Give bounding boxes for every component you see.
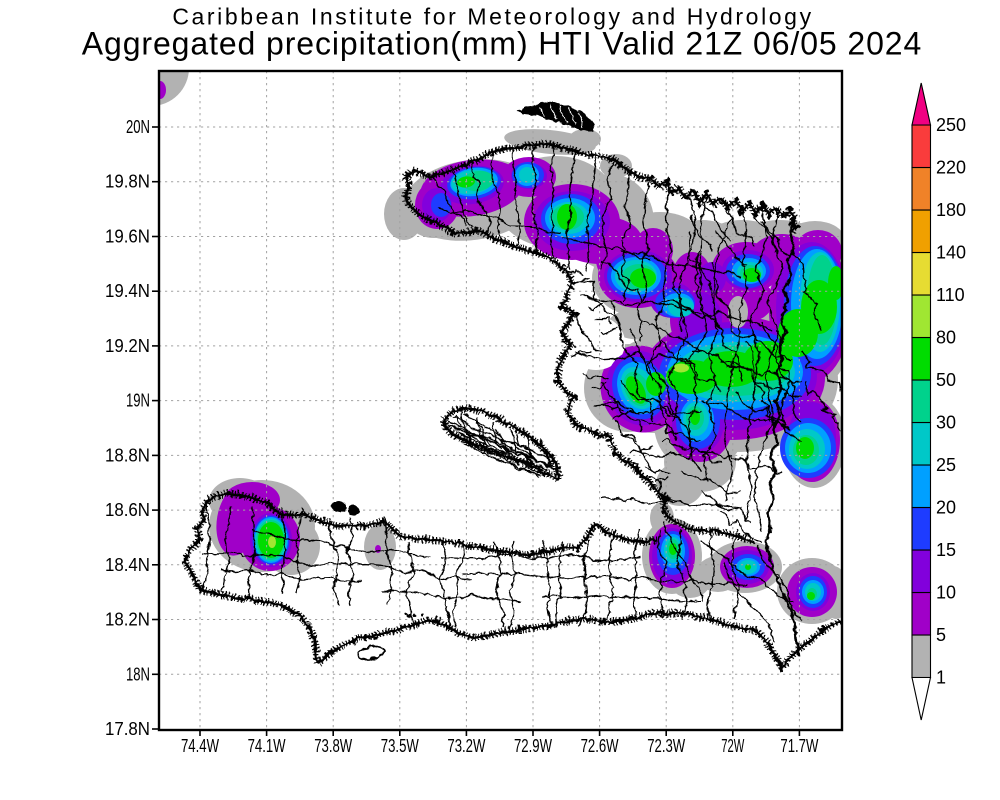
svg-text:15: 15: [936, 540, 956, 560]
svg-text:18.4N: 18.4N: [105, 555, 150, 575]
svg-text:20N: 20N: [126, 117, 150, 137]
svg-text:18.6N: 18.6N: [105, 500, 150, 520]
svg-text:10: 10: [936, 583, 956, 603]
svg-text:19.6N: 19.6N: [105, 227, 150, 247]
svg-text:74.4W: 74.4W: [181, 736, 219, 756]
svg-text:17.8N: 17.8N: [105, 719, 150, 739]
svg-text:72.3W: 72.3W: [647, 736, 685, 756]
svg-text:19.4N: 19.4N: [105, 281, 150, 301]
svg-text:73.2W: 73.2W: [447, 736, 485, 756]
svg-text:72.9W: 72.9W: [514, 736, 552, 756]
svg-text:71.7W: 71.7W: [780, 736, 818, 756]
svg-text:1: 1: [936, 668, 946, 688]
svg-text:19.8N: 19.8N: [105, 172, 150, 192]
svg-text:50: 50: [936, 370, 956, 390]
svg-text:220: 220: [936, 158, 966, 178]
svg-text:19.2N: 19.2N: [105, 336, 150, 356]
svg-text:72W: 72W: [721, 736, 744, 756]
svg-text:20: 20: [936, 498, 956, 518]
svg-text:72.6W: 72.6W: [581, 736, 619, 756]
svg-text:250: 250: [936, 115, 966, 135]
svg-text:140: 140: [936, 243, 966, 263]
svg-text:19N: 19N: [126, 391, 150, 411]
svg-text:18.2N: 18.2N: [105, 610, 150, 630]
svg-text:Aggregated precipitation(mm) H: Aggregated precipitation(mm) HTI Valid 2…: [82, 26, 922, 62]
svg-text:25: 25: [936, 455, 956, 475]
svg-text:18.8N: 18.8N: [105, 445, 150, 465]
svg-text:30: 30: [936, 413, 956, 433]
svg-text:Caribbean Institute for Meteor: Caribbean Institute for Meteorology and …: [172, 4, 813, 30]
svg-text:18N: 18N: [126, 664, 150, 684]
svg-text:73.5W: 73.5W: [381, 736, 419, 756]
svg-text:5: 5: [936, 625, 946, 645]
svg-text:74.1W: 74.1W: [248, 736, 286, 756]
svg-text:73.8W: 73.8W: [314, 736, 352, 756]
svg-text:80: 80: [936, 328, 956, 348]
svg-text:110: 110: [936, 285, 965, 305]
svg-text:180: 180: [936, 200, 966, 220]
